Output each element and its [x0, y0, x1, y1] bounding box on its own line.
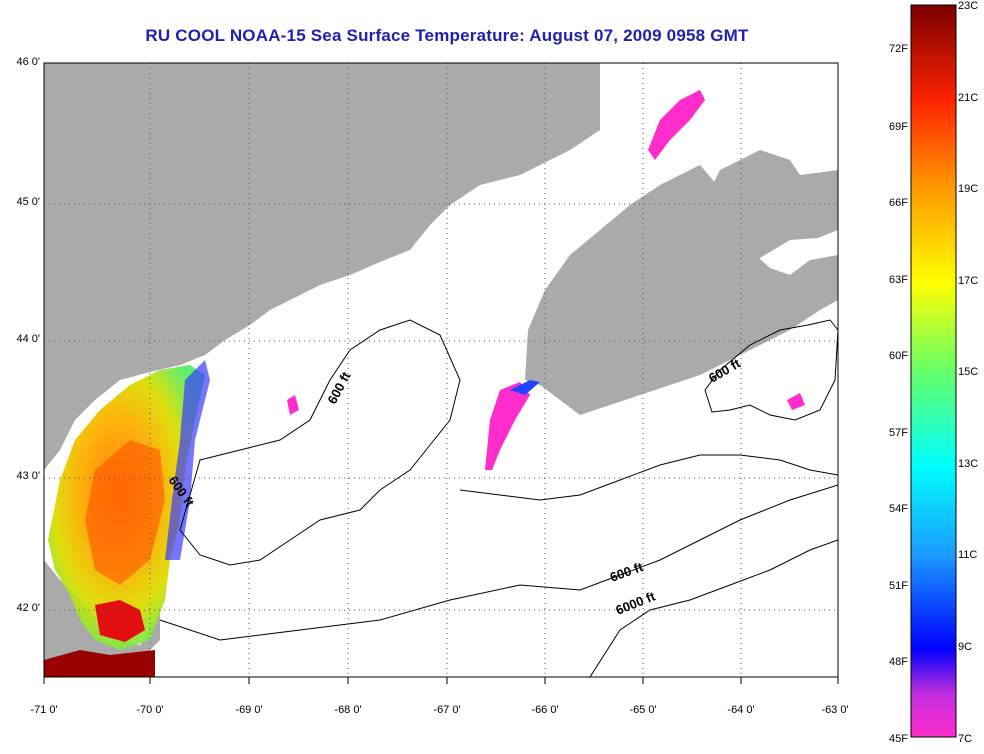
colorbar-label-21c: 21C [958, 92, 979, 104]
sst-cold-patch-fundy [485, 382, 530, 470]
lon-tick-68: -68 0' [334, 704, 362, 716]
lon-tick-63: -63 0' [821, 704, 849, 716]
lon-tick-71: -71 0' [30, 704, 58, 716]
land-mainland [44, 63, 838, 470]
sst-cold-patch-small [287, 395, 299, 415]
lat-tick-46: 46 0' [16, 56, 40, 68]
sst-south-hot [44, 650, 155, 677]
colorbar-label-19c: 19C [958, 183, 979, 195]
lon-tick-69: -69 0' [235, 704, 263, 716]
colorbar-label-23c: 23C [958, 0, 979, 12]
lat-tick-43: 43 0' [16, 470, 40, 482]
sst-cold-patch-east [787, 393, 805, 410]
colorbar-label-7c: 7C [958, 733, 973, 745]
colorbar-label-48f: 48F [889, 656, 908, 668]
colorbar-label-60f: 60F [889, 350, 908, 362]
colorbar-label-57f: 57F [889, 427, 908, 439]
sst-blue-streak [510, 380, 540, 395]
chart-title: RU COOL NOAA-15 Sea Surface Temperature:… [145, 26, 749, 45]
colorbar-label-51f: 51F [889, 580, 908, 592]
lat-tick-44: 44 0' [16, 333, 40, 345]
colorbar-label-9c: 9C [958, 641, 973, 653]
colorbar-label-13c: 13C [958, 458, 979, 470]
land-nova-scotia [525, 165, 838, 415]
colorbar [910, 4, 957, 738]
colorbar-label-69f: 69F [889, 121, 908, 133]
lon-tick-67: -67 0' [433, 704, 461, 716]
contour-6000ft [589, 539, 838, 677]
sst-warm-core [85, 440, 165, 585]
sst-cape-warm [95, 600, 145, 642]
colorbar-label-17c: 17C [958, 275, 979, 287]
lat-tick-42: 42 0' [16, 602, 40, 614]
colorbar-label-45f: 45F [889, 733, 908, 745]
contour-georges [459, 454, 838, 501]
colorbar-label-54f: 54F [889, 503, 908, 515]
sst-cold-edge [165, 360, 210, 560]
sst-cold-patch-ns-north [648, 90, 705, 160]
colorbar-label-15c: 15C [958, 366, 979, 378]
lon-tick-70: -70 0' [136, 704, 164, 716]
contour-600ft-south [159, 484, 838, 641]
lon-tick-64: -64 0' [727, 704, 755, 716]
lat-tick-45: 45 0' [16, 196, 40, 208]
colorbar-label-72f: 72F [889, 43, 908, 55]
colorbar-label-11c: 11C [958, 549, 978, 561]
colorbar-label-66f: 66F [889, 197, 908, 209]
contour-600ft-inner [179, 319, 461, 566]
contour-600ft-east [704, 319, 838, 421]
lon-tick-66: -66 0' [531, 704, 559, 716]
colorbar-label-63f: 63F [889, 274, 908, 286]
bay-of-fundy [500, 145, 700, 310]
lon-tick-65: -65 0' [629, 704, 657, 716]
plot-frame [43, 62, 839, 678]
axis-ticks [43, 677, 839, 684]
land-cape-cod [44, 560, 160, 677]
